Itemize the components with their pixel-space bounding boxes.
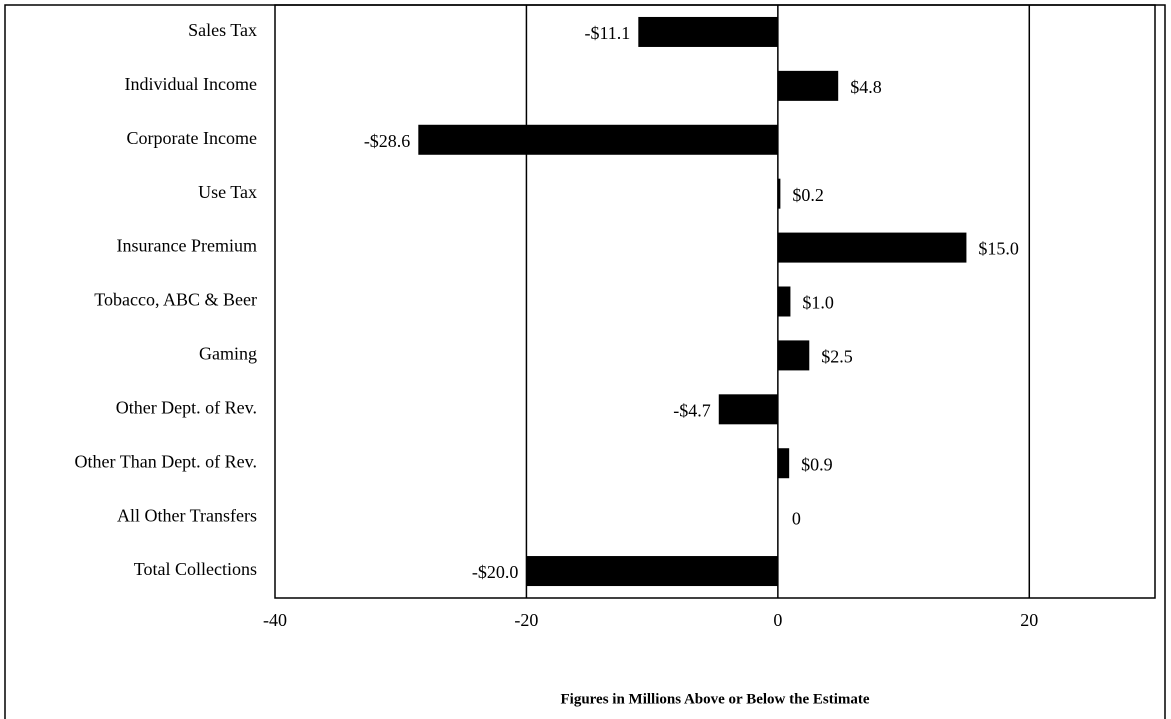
data-label: -$20.0 [472, 562, 519, 582]
chart-frame [4, 4, 1166, 719]
x-tick-label: 0 [773, 610, 782, 630]
y-tick-label: All Other Transfers [117, 505, 257, 525]
x-tick-label: -40 [263, 610, 287, 630]
y-tick-label: Other Than Dept. of Rev. [75, 451, 257, 471]
bar [777, 448, 790, 479]
data-label: -$11.1 [584, 23, 630, 43]
plot-area [274, 4, 1156, 599]
y-tick-label: Use Tax [198, 182, 257, 202]
bar [777, 340, 810, 371]
x-tick-label: 20 [1020, 610, 1038, 630]
y-tick-label: Insurance Premium [117, 236, 257, 256]
bar [777, 286, 791, 317]
bar [638, 16, 778, 47]
data-label: $2.5 [821, 347, 853, 367]
y-tick-label: Other Dept. of Rev. [116, 397, 257, 417]
y-tick-label: Individual Income [125, 74, 257, 94]
y-tick-label: Tobacco, ABC & Beer [94, 290, 257, 310]
y-tick-label: Sales Tax [188, 20, 257, 40]
y-tick-label: Gaming [199, 344, 257, 364]
data-label: -$4.7 [673, 400, 711, 420]
bar [777, 70, 839, 101]
bar [526, 556, 778, 587]
y-tick-label: Corporate Income [127, 128, 257, 148]
data-label: $0.9 [801, 454, 833, 474]
bar [777, 232, 967, 263]
x-tick-label: -20 [514, 610, 538, 630]
data-label: $1.0 [802, 293, 834, 313]
y-tick-label: Total Collections [134, 559, 257, 579]
data-label: $4.8 [850, 77, 882, 97]
x-axis-title: Figures in Millions Above or Below the E… [560, 691, 869, 707]
data-label: $15.0 [978, 239, 1019, 259]
bar [777, 178, 781, 209]
data-label: 0 [792, 508, 801, 528]
data-label: -$28.6 [364, 131, 411, 151]
data-label: $0.2 [792, 185, 824, 205]
bar [718, 394, 778, 425]
bar [418, 124, 778, 155]
